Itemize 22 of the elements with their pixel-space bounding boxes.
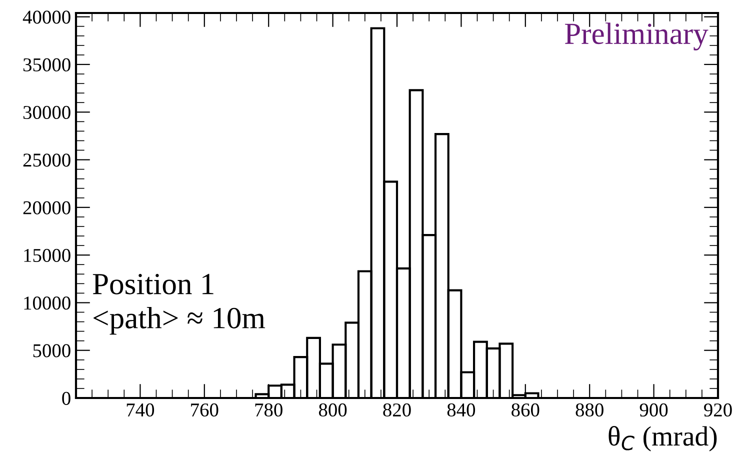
y-tick-label: 15000 (24, 248, 70, 262)
y-tick-label: 25000 (23, 154, 70, 167)
x-tick-label: 780 (255, 403, 282, 417)
x-tick-label: 840 (447, 403, 476, 417)
x-tick-label: 820 (383, 403, 411, 417)
x-tick-label: 760 (191, 403, 218, 417)
y-tick-label: 0 (62, 392, 70, 405)
y-tick-label: 5000 (33, 344, 70, 358)
y-tick-label: 30000 (23, 106, 70, 120)
x-tick-label: 740 (126, 403, 154, 417)
x-tick-label: 860 (512, 403, 540, 417)
y-tick-label: 20000 (23, 201, 70, 214)
y-tick-label: 40000 (22, 10, 70, 24)
x-tick-label: 880 (576, 403, 604, 417)
x-tick-label: 900 (640, 403, 668, 417)
annotation: Position 1 <path> ≈ 10m (92, 274, 266, 335)
x-tick-label: 800 (318, 403, 347, 417)
x-axis-title: θ$_{C}$ (mrad) (608, 426, 717, 452)
annotation: Preliminary (564, 22, 708, 50)
y-tick-label: 10000 (24, 296, 70, 310)
x-tick-label: 920 (704, 403, 732, 417)
y-tick-label: 35000 (23, 58, 70, 72)
